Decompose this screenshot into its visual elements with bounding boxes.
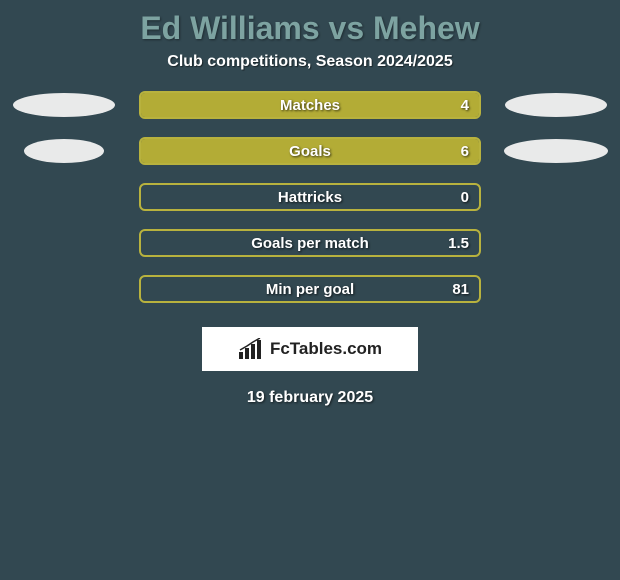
stat-row: Hattricks0 <box>0 183 620 211</box>
stat-label: Goals <box>141 139 479 163</box>
left-slot <box>9 183 119 211</box>
logo-text: FcTables.com <box>270 339 382 359</box>
page-title: Ed Williams vs Mehew <box>0 0 620 53</box>
stat-row: Min per goal81 <box>0 275 620 303</box>
stat-value: 4 <box>461 93 469 117</box>
stat-label: Min per goal <box>141 277 479 301</box>
stat-label: Goals per match <box>141 231 479 255</box>
chart-icon <box>238 338 264 360</box>
stat-value: 0 <box>461 185 469 209</box>
right-ellipse <box>504 139 608 163</box>
stat-value: 1.5 <box>448 231 469 255</box>
stat-value: 81 <box>452 277 469 301</box>
right-slot <box>501 183 611 211</box>
right-slot <box>501 137 611 165</box>
stat-row: Goals6 <box>0 137 620 165</box>
left-slot <box>9 229 119 257</box>
right-slot <box>501 91 611 119</box>
stat-label: Matches <box>141 93 479 117</box>
left-slot <box>9 91 119 119</box>
stat-bar: Min per goal81 <box>139 275 481 303</box>
stat-label: Hattricks <box>141 185 479 209</box>
left-slot <box>9 137 119 165</box>
stat-bar: Goals6 <box>139 137 481 165</box>
stat-bar: Matches4 <box>139 91 481 119</box>
stat-bar: Hattricks0 <box>139 183 481 211</box>
stat-bar: Goals per match1.5 <box>139 229 481 257</box>
stat-value: 6 <box>461 139 469 163</box>
left-ellipse <box>24 139 104 163</box>
stat-row: Matches4 <box>0 91 620 119</box>
left-slot <box>9 275 119 303</box>
logo-box: FcTables.com <box>202 327 418 371</box>
right-slot <box>501 275 611 303</box>
right-ellipse <box>505 93 607 117</box>
left-ellipse <box>13 93 115 117</box>
stat-row: Goals per match1.5 <box>0 229 620 257</box>
date-text: 19 february 2025 <box>0 389 620 407</box>
subtitle: Club competitions, Season 2024/2025 <box>0 53 620 91</box>
stat-rows: Matches4 Goals6 Hattricks0 Goals per match1… <box>0 91 620 303</box>
right-slot <box>501 229 611 257</box>
